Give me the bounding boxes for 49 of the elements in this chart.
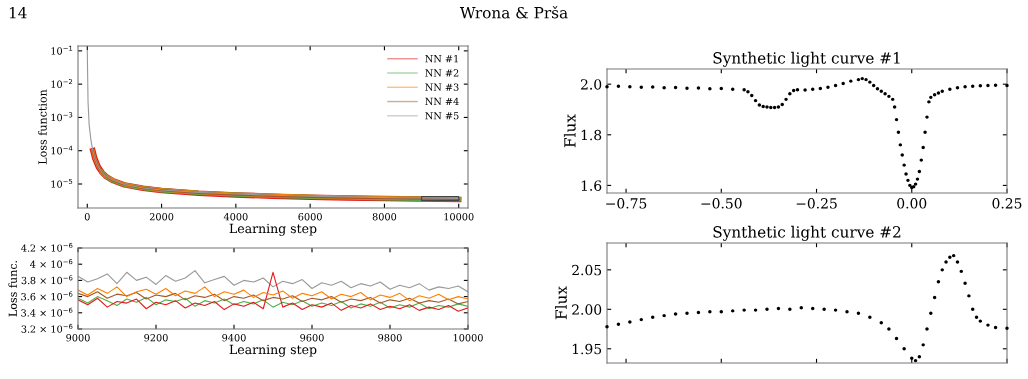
y-tick-label: 1.95 <box>572 343 602 355</box>
y-axis-title: Loss func. <box>8 260 17 317</box>
x-tick-label: 9000 <box>66 334 90 342</box>
x-tick-label: 9200 <box>144 334 168 342</box>
y-tick-label: 1.6 <box>581 180 602 191</box>
x-tick-label: 9800 <box>378 334 402 342</box>
y-tick-label: 3.6 × 10$^{−6}$ <box>21 291 73 301</box>
y-tick-label: 10$^{−3}$ <box>51 112 73 122</box>
x-tick-label: −0.50 <box>701 198 742 209</box>
y-tick-label: 3.8 × 10$^{−6}$ <box>21 275 73 285</box>
x-tick-label: 4000 <box>223 213 248 221</box>
y-tick-label: 10$^{−4}$ <box>51 145 73 155</box>
x-axis-title: Learning step <box>229 344 317 357</box>
x-tick-label: 0 <box>84 213 90 221</box>
y-axis-title: Flux <box>555 286 567 320</box>
y-tick-label: 3.4 × 10$^{−6}$ <box>21 307 73 317</box>
y-tick-label: 2.00 <box>572 304 602 315</box>
x-tick-label: 10000 <box>444 213 474 221</box>
legend-label: NN #4 <box>425 97 459 106</box>
y-tick-label: 3.2 × 10$^{−6}$ <box>21 323 73 333</box>
x-axis-title: Learning step <box>229 223 317 236</box>
x-tick-label: 2000 <box>149 213 174 221</box>
y-tick-label: 4.2 × 10$^{−6}$ <box>21 242 73 252</box>
y-tick-label: 4 × 10$^{−6}$ <box>30 259 73 268</box>
y-tick-label: 10$^{−5}$ <box>51 178 73 188</box>
text: 14 <box>9 6 27 19</box>
x-tick-label: −0.25 <box>796 198 837 209</box>
y-axis-title: Flux <box>563 114 576 148</box>
y-tick-label: 10$^{−2}$ <box>51 78 73 88</box>
x-tick-label: 8000 <box>372 213 397 221</box>
x-tick-label: 0.25 <box>992 198 1022 209</box>
legend-label: NN #2 <box>425 69 459 77</box>
y-tick-label: 2.05 <box>572 264 602 276</box>
x-tick-label: −0.75 <box>606 198 647 209</box>
legend-label: NN #1 <box>425 54 458 63</box>
y-tick-label: 1.8 <box>581 129 602 141</box>
x-tick-label: 0.00 <box>897 198 927 209</box>
chart-title: Synthetic light curve #2 <box>713 225 901 241</box>
y-axis-title: Loss function <box>38 89 47 165</box>
x-tick-label: 10000 <box>453 334 483 342</box>
legend-label: NN #3 <box>425 83 459 91</box>
x-tick-label: 9600 <box>300 334 324 342</box>
x-tick-label: 9400 <box>222 334 246 342</box>
x-tick-label: 6000 <box>298 213 322 221</box>
y-tick-label: 10$^{−1}$ <box>51 45 73 55</box>
y-tick-label: 2.0 <box>580 79 602 90</box>
chart-title: Synthetic light curve #1 <box>713 51 900 67</box>
text: Wrona & Prša <box>459 6 568 19</box>
legend-label: NN #5 <box>425 112 459 120</box>
